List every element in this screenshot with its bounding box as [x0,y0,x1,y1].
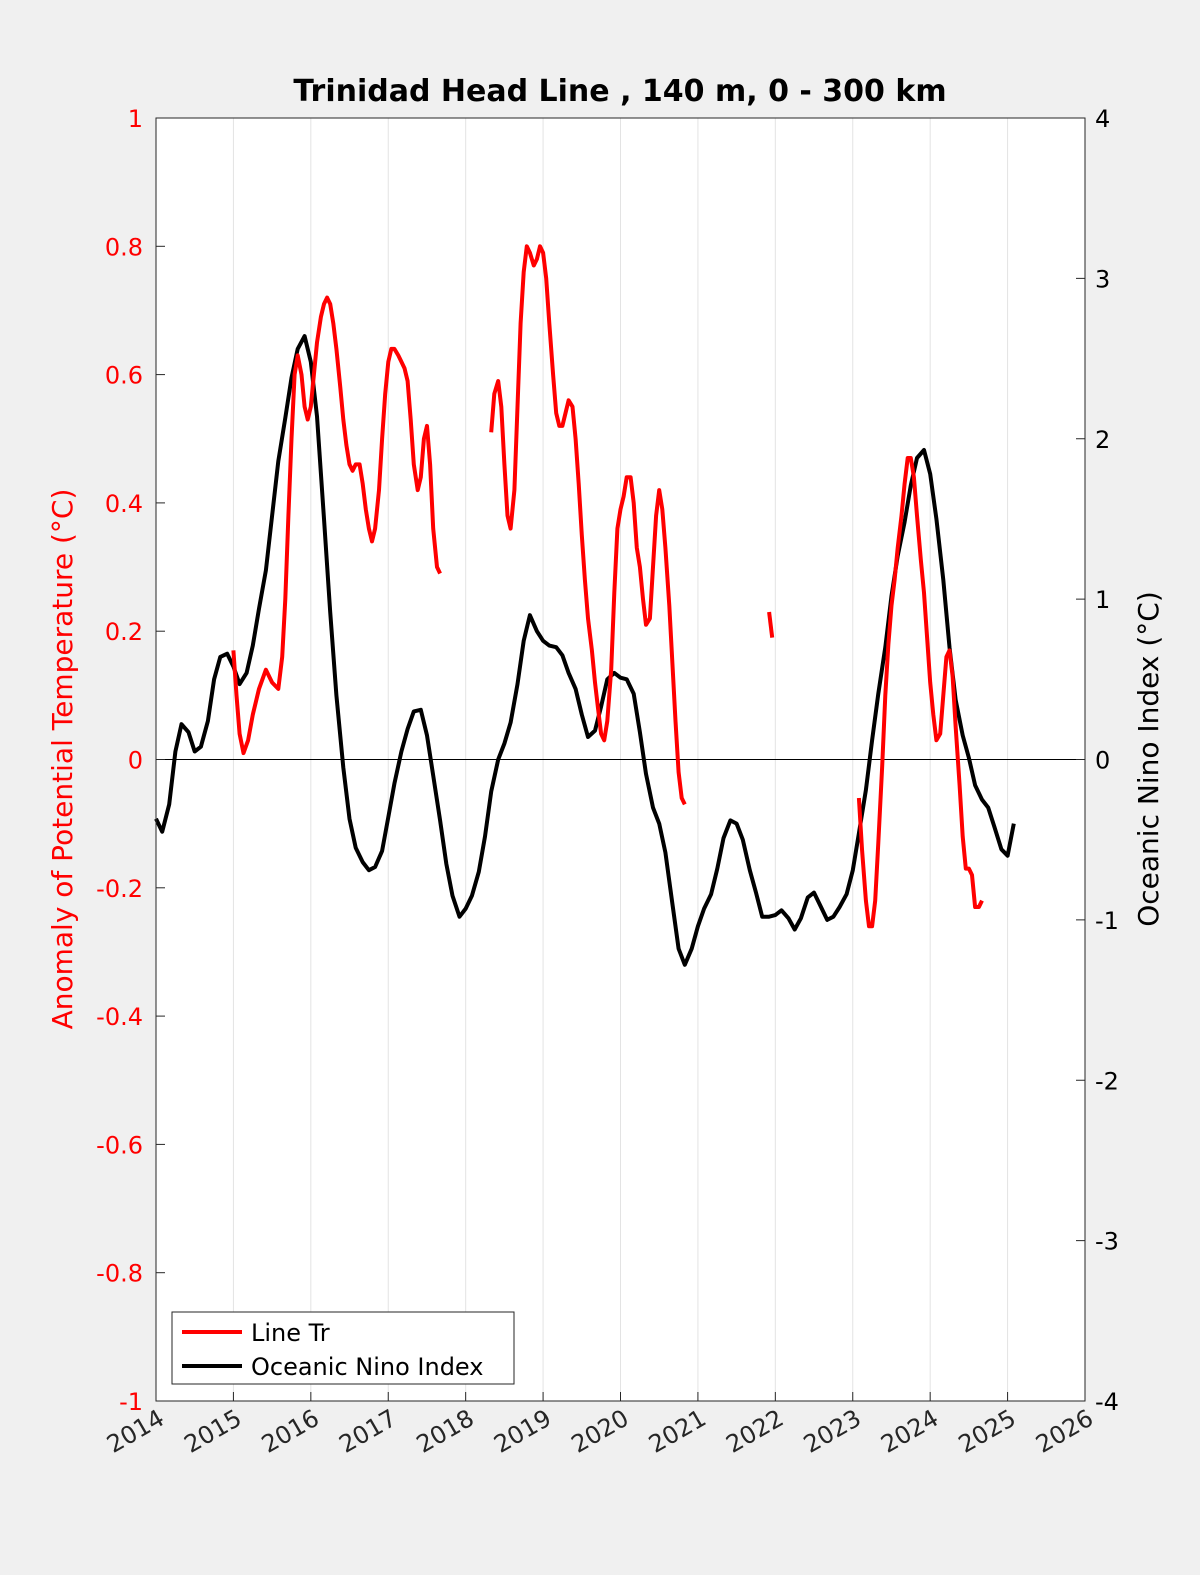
series-oceanic-nino-index [154,334,1016,967]
right-tick-label-0: 0 [1095,747,1110,775]
right-tick-label-1: 1 [1095,586,1110,614]
right-tick-label-3: -3 [1095,1228,1119,1256]
series-line-line-tr-segment-0 [231,295,442,756]
left-tick-label-1: 1 [128,105,143,133]
legend-box [171,1311,515,1385]
left-tick-label-0-8: -0.8 [96,1260,143,1288]
right-tick-label-1: -1 [1095,907,1119,935]
left-tick-label-0-8: 0.8 [105,233,143,261]
chart-title: Trinidad Head Line , 140 m, 0 - 300 km [293,74,946,109]
series-line-line-tr-segment-2 [767,611,775,638]
series-line-oceanic-nino-index-segment-0 [154,334,1016,967]
legend: Line Tr Oceanic Nino Index [171,1311,515,1385]
left-tick-label-0-6: -0.6 [96,1131,143,1159]
right-axis-label: Oceanic Nino Index (°C) [1132,591,1165,927]
right-tick-label-4: -4 [1095,1388,1119,1416]
left-tick-label-1: -1 [119,1388,143,1416]
left-tick-label-0-2: 0.2 [105,618,143,646]
left-tick-label-0-4: -0.4 [96,1003,143,1031]
left-axis: -1 -0.8 -0.6 -0.4 -0.2 0 0.2 0.4 0.6 0.8 1 [96,105,165,1416]
series-line-line-tr-segment-3 [856,456,984,929]
right-axis: -4 -3 -2 -1 0 1 2 3 4 [1076,105,1119,1416]
left-tick-label-0-4: 0.4 [105,490,143,518]
right-tick-label-3: 3 [1095,265,1110,293]
legend-label-oni: Oceanic Nino Index [251,1353,483,1381]
left-tick-label-0-2: -0.2 [96,875,143,903]
left-axis-label: Anomaly of Potential Temperature (°C) [46,489,79,1030]
left-tick-label-0-6: 0.6 [105,362,143,390]
series-layer [154,244,1016,967]
left-tick-label-0: 0 [128,747,143,775]
series-line-tr [231,244,984,929]
right-tick-label-2: -2 [1095,1067,1119,1095]
right-tick-label-2: 2 [1095,426,1110,454]
series-line-line-tr-segment-1 [489,244,687,806]
legend-label-line-tr: Line Tr [251,1319,330,1347]
right-tick-label-4: 4 [1095,105,1110,133]
